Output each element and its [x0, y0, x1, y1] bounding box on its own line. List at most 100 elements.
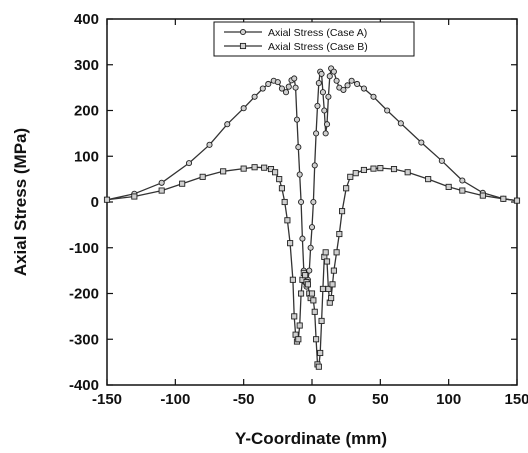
data-point-square: [103, 196, 111, 203]
data-point-square: [302, 272, 309, 279]
data-point-square: [323, 258, 331, 265]
x-axis-title: Y-Coordinate (mm): [235, 429, 387, 448]
data-point-circle: [291, 75, 298, 82]
data-point-circle: [311, 162, 318, 169]
data-point-square: [328, 295, 335, 302]
data-point-circle: [224, 121, 231, 128]
x-tick-label: 100: [436, 391, 461, 408]
data-point-circle: [321, 107, 328, 114]
data-point-square: [343, 185, 350, 192]
data-point-circle: [265, 80, 272, 88]
legend-box: [213, 21, 415, 57]
data-point-circle: [340, 86, 347, 93]
data-point-square: [445, 183, 452, 190]
data-point-circle: [206, 141, 213, 148]
data-point-square: [404, 169, 411, 176]
data-point-circle: [251, 93, 258, 100]
x-tick-label: 50: [372, 391, 389, 408]
data-point-circle: [459, 177, 466, 184]
y-tick-label: -400: [69, 377, 99, 394]
x-tick-label: 0: [308, 391, 316, 408]
x-tick-label: 150: [504, 391, 528, 408]
data-point-circle: [313, 130, 320, 137]
data-point-circle: [333, 77, 340, 84]
x-tick-label: -150: [92, 391, 122, 408]
data-point-circle: [240, 105, 247, 112]
series-case-a: [103, 65, 521, 290]
data-point-square: [336, 230, 343, 238]
data-point-square: [500, 195, 507, 202]
data-point-circle: [259, 85, 266, 92]
y-axis-title: Axial Stress (MPa): [11, 128, 30, 276]
data-point-square: [459, 187, 466, 194]
data-point-square: [220, 168, 227, 175]
data-point-square: [276, 176, 283, 183]
data-point-circle: [438, 157, 445, 164]
data-point-circle: [326, 73, 333, 80]
data-point-circle: [322, 130, 329, 137]
data-point-square: [318, 317, 325, 325]
y-tick-label: -100: [69, 240, 99, 257]
data-point-circle: [278, 85, 285, 92]
data-point-circle: [384, 107, 391, 114]
data-point-square: [370, 165, 377, 172]
data-point-circle: [318, 70, 325, 77]
data-point-square: [278, 185, 285, 192]
data-point-square: [330, 267, 337, 274]
data-point-square: [513, 197, 521, 204]
data-point-square: [333, 249, 340, 256]
data-point-circle: [418, 139, 425, 146]
legend-marker-circle: [239, 28, 247, 36]
data-point-square: [199, 173, 206, 180]
data-point-circle: [348, 77, 355, 84]
legend-marker-square: [239, 42, 247, 50]
data-point-square: [298, 290, 305, 297]
data-point-square: [329, 281, 336, 288]
data-point-square: [425, 176, 432, 183]
data-point-circle: [274, 79, 281, 86]
data-point-circle: [397, 120, 404, 127]
data-point-square: [296, 322, 303, 329]
data-point-circle: [315, 80, 322, 87]
y-tick-label: -200: [69, 286, 99, 303]
data-point-circle: [314, 102, 321, 109]
data-point-square: [308, 290, 316, 297]
legend-label: Axial Stress (Case A): [268, 27, 367, 39]
series-case-b: [103, 164, 521, 370]
data-point-square: [284, 217, 291, 224]
data-point-square: [313, 336, 320, 343]
data-point-square: [261, 164, 268, 171]
data-point-square: [377, 165, 384, 172]
data-point-square: [131, 193, 138, 200]
data-point-square: [272, 169, 279, 176]
data-point-circle: [319, 89, 326, 96]
data-point-square: [479, 192, 486, 199]
data-point-square: [390, 166, 398, 173]
data-point-circle: [298, 198, 305, 206]
y-tick-label: 400: [74, 11, 99, 28]
data-point-square: [304, 281, 311, 288]
data-point-square: [158, 187, 165, 194]
data-point-square: [295, 336, 302, 343]
series-line: [106, 166, 518, 368]
data-point-square: [289, 276, 296, 283]
data-point-square: [339, 208, 346, 215]
data-point-square: [287, 240, 294, 247]
data-point-square: [347, 173, 354, 180]
y-tick-label: 0: [91, 194, 99, 211]
data-point-square: [319, 285, 326, 292]
data-point-square: [360, 166, 367, 174]
series-line: [106, 67, 518, 288]
data-point-circle: [323, 121, 331, 128]
data-point-circle: [360, 85, 367, 92]
data-point-square: [251, 164, 258, 171]
data-point-square: [240, 165, 247, 172]
data-point-circle: [370, 93, 377, 100]
y-tick-label: -300: [69, 331, 99, 348]
data-point-square: [311, 308, 318, 315]
data-point-square: [317, 349, 324, 357]
data-point-square: [179, 180, 186, 187]
data-point-circle: [296, 171, 303, 178]
x-tick-label: -50: [233, 391, 255, 408]
